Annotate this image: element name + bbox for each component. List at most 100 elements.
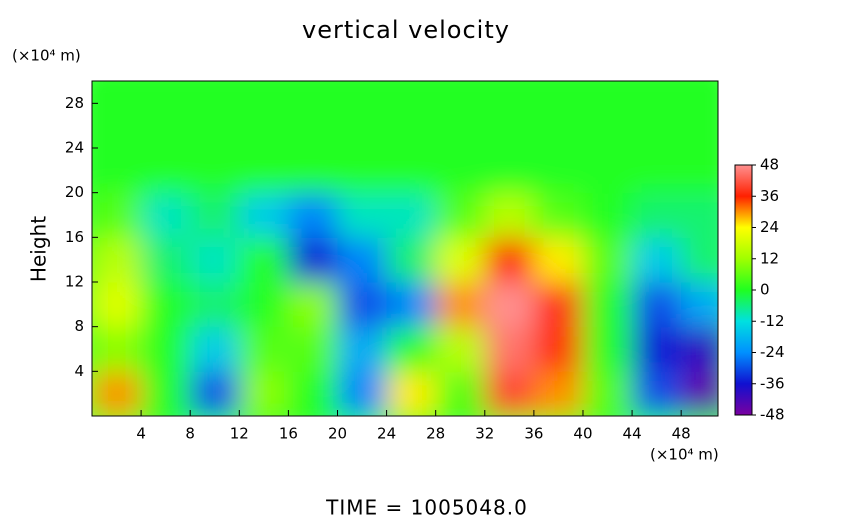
cell: [190, 282, 240, 328]
cell: [386, 282, 437, 328]
cell: [239, 282, 289, 328]
x-tick-label: 32: [475, 425, 494, 443]
cell: [435, 371, 486, 416]
cell: [582, 282, 633, 328]
cell: [337, 326, 388, 372]
y-tick-label: 12: [65, 273, 84, 291]
cell: [190, 237, 240, 283]
cell: [190, 326, 240, 372]
cell: [92, 103, 142, 149]
cell: [632, 326, 682, 372]
cell: [288, 326, 338, 372]
colorbar-tick-label: -48: [760, 406, 785, 424]
cell: [386, 103, 437, 149]
cell: [288, 103, 338, 149]
cell: [92, 371, 142, 416]
cell: [484, 326, 535, 372]
y-tick-label: 16: [65, 228, 84, 246]
cell: [533, 237, 584, 283]
colorbar-tick-label: 0: [760, 281, 770, 299]
x-tick-label: 8: [185, 425, 195, 443]
cell: [632, 81, 682, 104]
x-tick-label: 12: [230, 425, 249, 443]
cell: [141, 237, 191, 283]
cell: [190, 192, 240, 238]
cell: [190, 103, 240, 149]
cell: [632, 103, 682, 149]
x-tick-label: 24: [377, 425, 396, 443]
cell: [239, 326, 289, 372]
cell: [435, 103, 486, 149]
colorbar-tick-label: 12: [760, 249, 779, 267]
y-tick-label: 28: [65, 94, 84, 112]
cell: [582, 371, 633, 416]
cell: [141, 371, 191, 416]
cell: [92, 326, 142, 372]
colorbar-tick-label: 36: [760, 187, 779, 205]
cell: [533, 192, 584, 238]
cell: [337, 282, 388, 328]
cell: [533, 103, 584, 149]
cell: [337, 148, 388, 194]
colorbar-tick-label: -36: [760, 374, 785, 392]
cell: [582, 326, 633, 372]
cell: [386, 326, 437, 372]
colorbar-tick-label: -12: [760, 312, 785, 330]
cell: [533, 148, 584, 194]
cell: [190, 81, 240, 104]
cell: [484, 103, 535, 149]
cell: [435, 192, 486, 238]
cell: [386, 81, 437, 104]
cell: [190, 371, 240, 416]
cell: [484, 282, 535, 328]
plot-area: [92, 81, 718, 416]
cell: [386, 148, 437, 194]
x-tick-label: 28: [426, 425, 445, 443]
footer: TIME = 1005048.0: [325, 496, 528, 519]
cell: [435, 326, 486, 372]
cell: [681, 103, 718, 149]
cell: [484, 148, 535, 194]
cell: [435, 148, 486, 194]
y-tick-label: 24: [65, 139, 84, 157]
cell: [582, 192, 633, 238]
cell: [386, 237, 437, 283]
cell: [632, 192, 682, 238]
cell: [141, 103, 191, 149]
x-tick-label: 40: [573, 425, 592, 443]
cell: [190, 148, 240, 194]
cell: [484, 81, 535, 104]
cell: [533, 81, 584, 104]
x-tick-label: 44: [623, 425, 642, 443]
cell: [435, 282, 486, 328]
cell: [239, 148, 289, 194]
cell: [582, 148, 633, 194]
plot-frame: [91, 80, 719, 417]
y-axis-label: Height: [27, 216, 51, 282]
cell: [288, 371, 338, 416]
cell: [681, 81, 718, 104]
cell: [681, 192, 718, 238]
cell: [288, 192, 338, 238]
cell: [386, 192, 437, 238]
cell: [337, 371, 388, 416]
cell: [141, 326, 191, 372]
colorbar-tick-label: 24: [760, 218, 779, 236]
cell: [288, 81, 338, 104]
cell: [681, 148, 718, 194]
chart-title: vertical velocity: [302, 16, 510, 44]
cell: [681, 282, 718, 328]
cell: [239, 103, 289, 149]
cell: [484, 192, 535, 238]
x-tick-label: 48: [672, 425, 691, 443]
y-tick-label: 20: [65, 183, 84, 201]
cell: [632, 148, 682, 194]
cell: [337, 237, 388, 283]
y-unit-label: (×10⁴ m): [12, 47, 81, 65]
cell: [288, 148, 338, 194]
cell: [239, 237, 289, 283]
cell: [239, 371, 289, 416]
x-tick-label: 20: [328, 425, 347, 443]
x-tick-label: 36: [524, 425, 543, 443]
